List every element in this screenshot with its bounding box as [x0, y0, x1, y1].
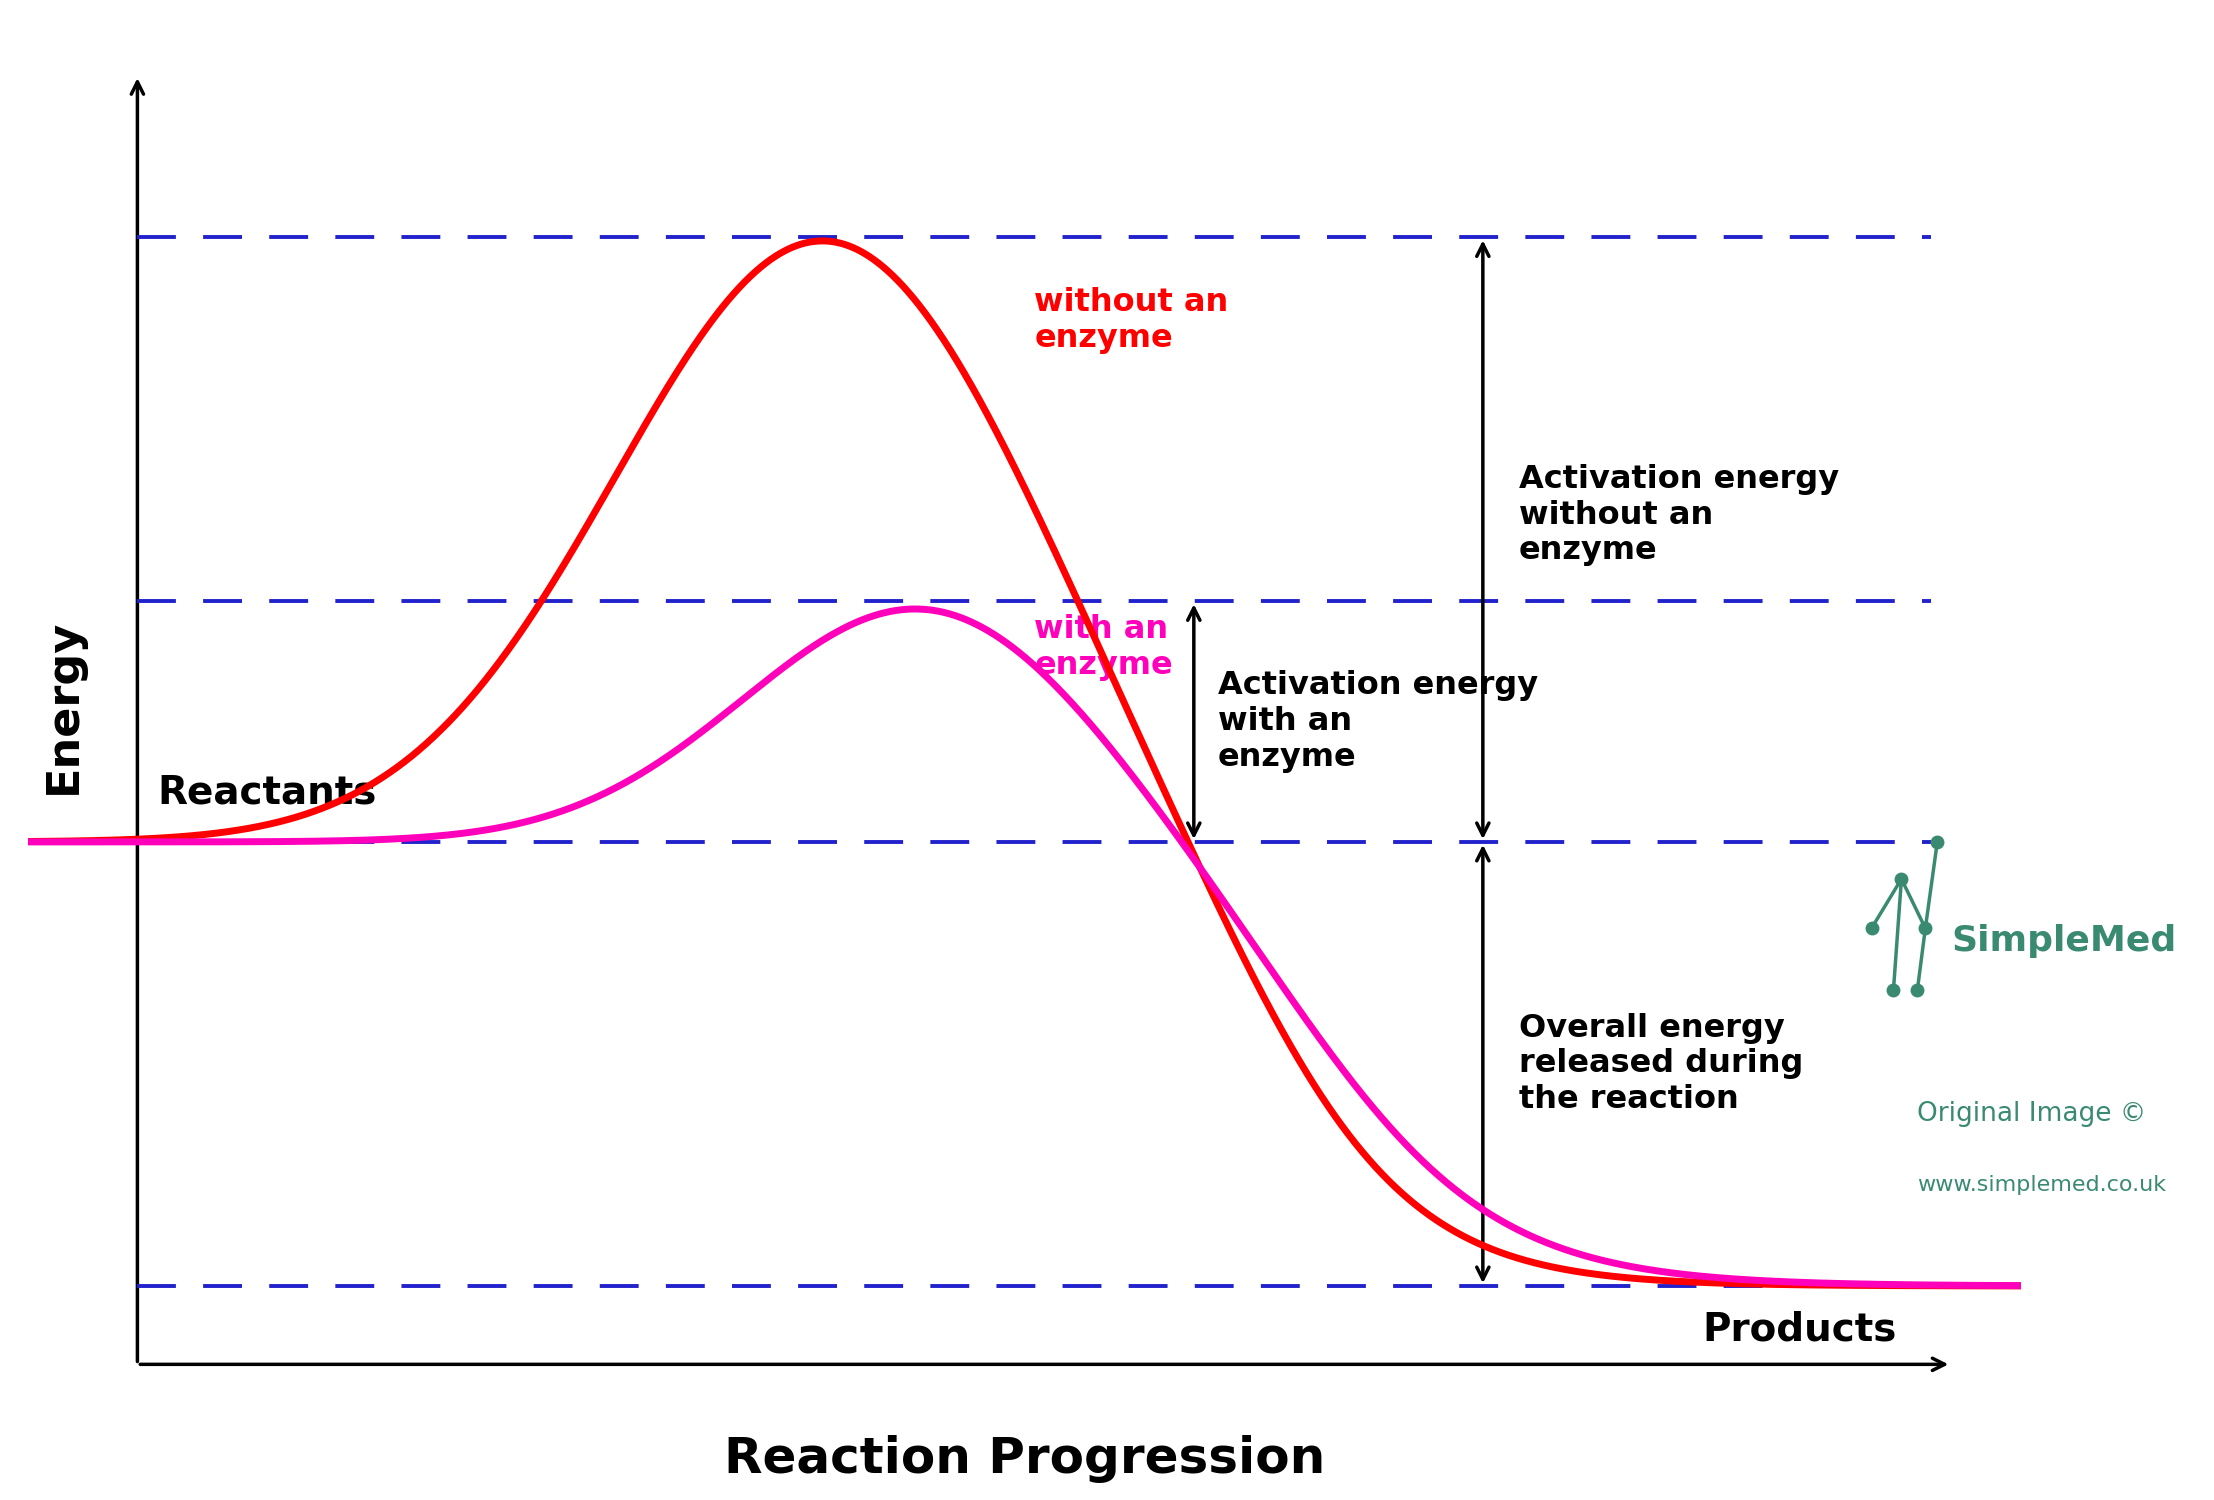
Text: Reactants: Reactants [157, 772, 376, 812]
Text: with an
enzyme: with an enzyme [1034, 614, 1173, 681]
Text: Activation energy
without an
enzyme: Activation energy without an enzyme [1519, 464, 1840, 567]
Text: without an
enzyme: without an enzyme [1034, 286, 1229, 354]
Text: SimpleMed: SimpleMed [1951, 924, 2176, 957]
Text: Original Image ©: Original Image © [1917, 1101, 2148, 1126]
Text: Products: Products [1703, 1311, 1897, 1348]
Text: Activation energy
with an
enzyme: Activation energy with an enzyme [1218, 670, 1539, 772]
Text: www.simplemed.co.uk: www.simplemed.co.uk [1917, 1174, 2168, 1196]
Text: Overall energy
released during
the reaction: Overall energy released during the react… [1519, 1013, 1802, 1116]
Text: Reaction Progression: Reaction Progression [724, 1436, 1324, 1484]
Text: Energy: Energy [42, 618, 84, 794]
